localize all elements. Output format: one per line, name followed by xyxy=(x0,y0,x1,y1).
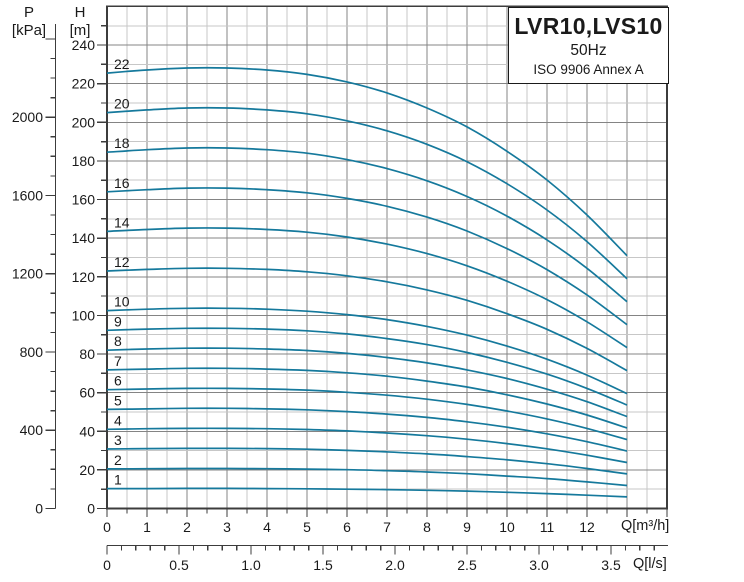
p-axis-tick-label: 400 xyxy=(20,422,44,438)
h-axis-tick-label: 180 xyxy=(72,153,96,169)
frequency-label: 50Hz xyxy=(570,42,607,59)
qls-axis-tick-label: 3.0 xyxy=(529,557,549,573)
curve-label-10: 10 xyxy=(114,294,130,310)
standard-label: ISO 9906 Annex A xyxy=(533,62,644,77)
pump-curve-1 xyxy=(107,487,628,498)
pump-curve-12 xyxy=(106,267,628,372)
qls-axis-tick-label: 2.5 xyxy=(457,557,477,573)
h-axis-tick-label: 100 xyxy=(72,307,96,323)
qls-axis-tick-label: 0 xyxy=(103,557,111,573)
h-axis-tick-label: 20 xyxy=(79,462,95,478)
h-axis-tick-label: 60 xyxy=(79,385,95,401)
q-axis-tick-label: 1 xyxy=(143,519,151,535)
title-box: LVR10,LVS10 50Hz ISO 9906 Annex A xyxy=(508,7,669,84)
curve-label-3: 3 xyxy=(114,432,122,448)
pump-curve-14 xyxy=(106,227,628,349)
q-axis-tick-label: 5 xyxy=(303,519,311,535)
q-axis-tick-label: 12 xyxy=(579,519,595,535)
q-axis-tick-label: 10 xyxy=(499,519,515,535)
pump-curve-9 xyxy=(106,327,628,406)
curve-label-18: 18 xyxy=(114,135,130,151)
pump-curve-6 xyxy=(106,387,628,441)
pump-curve-22 xyxy=(106,66,628,257)
q-axis-tick-label: 7 xyxy=(383,519,391,535)
q-axis-tick-label: 4 xyxy=(263,519,271,535)
curve-label-4: 4 xyxy=(114,412,122,428)
p-axis-tick-label: 1600 xyxy=(12,187,43,203)
curve-label-6: 6 xyxy=(114,373,122,389)
p-axis-tick-label: 2000 xyxy=(12,109,43,125)
pump-curve-16 xyxy=(106,187,628,326)
q-axis-tick-label: 9 xyxy=(463,519,471,535)
qls-axis-tick-label: 2.0 xyxy=(385,557,405,573)
pump-curve-7 xyxy=(106,367,628,429)
pump-curve-3 xyxy=(106,447,628,475)
pressure-axis-unit: [kPa] xyxy=(11,22,47,39)
curve-label-2: 2 xyxy=(114,452,122,468)
p-axis-tick-label: 0 xyxy=(35,501,43,517)
curve-label-9: 9 xyxy=(114,313,122,329)
h-axis-tick-label: 200 xyxy=(72,114,96,130)
curve-label-14: 14 xyxy=(114,214,130,230)
curve-label-22: 22 xyxy=(114,56,130,72)
q-axis-tick-label: 8 xyxy=(423,519,431,535)
pump-curve-4 xyxy=(106,427,628,464)
h-axis-tick-label: 220 xyxy=(72,76,96,92)
pump-curve-18 xyxy=(106,146,628,303)
curve-label-5: 5 xyxy=(114,392,122,408)
pump-curve-2 xyxy=(106,467,628,487)
curve-label-16: 16 xyxy=(114,175,130,191)
q-axis-tick-label: 0 xyxy=(103,519,111,535)
pump-curve-5 xyxy=(106,407,628,452)
flow-axis-unit-label: Q[m³/h] xyxy=(621,518,670,534)
h-axis-tick-label: 0 xyxy=(87,501,95,517)
curve-label-7: 7 xyxy=(114,353,122,369)
pump-curve-10 xyxy=(106,307,628,395)
p-axis-tick-label: 1200 xyxy=(12,266,43,282)
p-axis-tick-label: 800 xyxy=(20,344,44,360)
curve-label-20: 20 xyxy=(114,96,130,112)
q-axis-tick-label: 3 xyxy=(223,519,231,535)
h-axis-tick-label: 140 xyxy=(72,230,96,246)
qls-axis-tick-label: 1.5 xyxy=(313,557,333,573)
pressure-axis-title: P [kPa] xyxy=(2,4,56,40)
h-axis-tick-label: 80 xyxy=(79,346,95,362)
h-axis-tick-label: 240 xyxy=(72,37,96,53)
head-axis-unit: [m] xyxy=(69,22,91,39)
head-axis-title: H [m] xyxy=(57,4,103,40)
h-axis-tick-label: 40 xyxy=(79,423,95,439)
curve-label-8: 8 xyxy=(114,333,122,349)
q-axis-tick-label: 11 xyxy=(540,519,555,535)
curve-label-12: 12 xyxy=(114,254,130,270)
flow-axis-secondary-unit-label: Q[l/s] xyxy=(633,556,667,572)
pump-curve-8 xyxy=(106,347,628,418)
h-axis-tick-label: 120 xyxy=(72,269,96,285)
q-axis-tick-label: 2 xyxy=(183,519,191,535)
head-axis-symbol: H xyxy=(74,4,86,21)
pump-curve-20 xyxy=(106,106,628,280)
pressure-axis-symbol: P xyxy=(23,4,34,21)
qls-axis-tick-label: 0.5 xyxy=(169,557,189,573)
pump-model-title: LVR10,LVS10 xyxy=(514,13,663,39)
qls-axis-tick-label: 1.0 xyxy=(241,557,261,573)
q-axis-tick-label: 6 xyxy=(343,519,351,535)
qls-axis-tick-label: 3.5 xyxy=(601,557,621,573)
h-axis-tick-label: 160 xyxy=(72,192,96,208)
curve-label-1: 1 xyxy=(114,472,122,488)
